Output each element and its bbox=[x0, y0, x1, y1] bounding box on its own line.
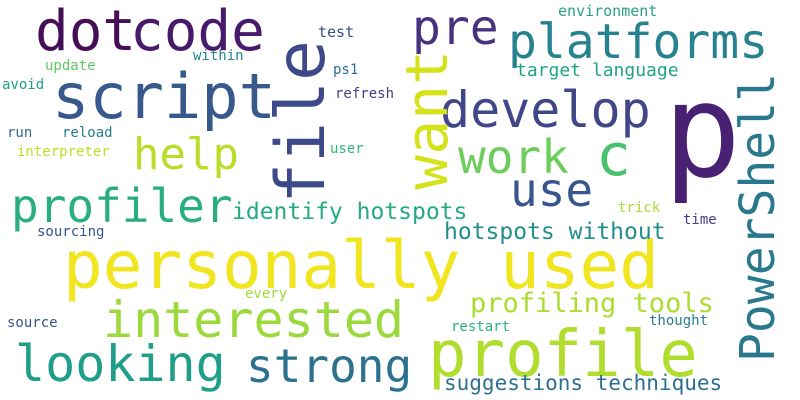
word-identify-hotspots: identify hotspots bbox=[232, 199, 468, 225]
word-help: help bbox=[133, 129, 239, 180]
word-trick: trick bbox=[618, 200, 661, 216]
word-use: use bbox=[510, 163, 594, 217]
word-c: c bbox=[596, 121, 631, 189]
word-refresh: refresh bbox=[335, 86, 395, 102]
word-interpreter: interpreter bbox=[17, 144, 110, 160]
word-profile: profile bbox=[428, 318, 698, 392]
word-avoid: avoid bbox=[2, 77, 45, 93]
word-file: file bbox=[262, 40, 341, 204]
word-reload: reload bbox=[62, 125, 113, 141]
word-work: work bbox=[458, 130, 569, 184]
word-run: run bbox=[7, 125, 33, 141]
word-personally-used: personally used bbox=[63, 227, 660, 304]
word-source: source bbox=[7, 315, 58, 331]
word-interested: interested bbox=[103, 291, 405, 349]
word-restart: restart bbox=[451, 319, 511, 335]
word-sourcing: sourcing bbox=[37, 224, 105, 240]
word-thought: thought bbox=[649, 313, 709, 329]
word-every: every bbox=[245, 286, 288, 302]
word-looking: looking bbox=[15, 335, 226, 393]
word-user: user bbox=[330, 141, 364, 157]
word-hotspots-without: hotspots without bbox=[444, 219, 666, 245]
word-dot: dot bbox=[35, 0, 137, 64]
word-update: update bbox=[45, 58, 96, 74]
word-develop: develop bbox=[440, 81, 651, 139]
word-platforms: platforms bbox=[508, 14, 769, 70]
word-want: want bbox=[393, 50, 461, 190]
word-profiling-tools: profiling tools bbox=[470, 288, 714, 319]
word-powershell: PowerShell bbox=[730, 73, 786, 362]
word-strong: strong bbox=[246, 339, 413, 393]
word-suggestions-techniques: suggestions techniques bbox=[444, 371, 723, 395]
word-time: time bbox=[683, 212, 717, 228]
word-script: script bbox=[52, 60, 276, 133]
word-pre: pre bbox=[412, 0, 499, 56]
word-code: code bbox=[130, 0, 265, 64]
word-profiler: profiler bbox=[11, 179, 233, 233]
word-test: test bbox=[318, 23, 355, 41]
word-within: within bbox=[193, 48, 244, 64]
word-target-language: target language bbox=[516, 60, 679, 81]
word-ps1: ps1 bbox=[333, 62, 359, 78]
word-p: p bbox=[663, 55, 742, 207]
word-environment: environment bbox=[558, 2, 658, 20]
